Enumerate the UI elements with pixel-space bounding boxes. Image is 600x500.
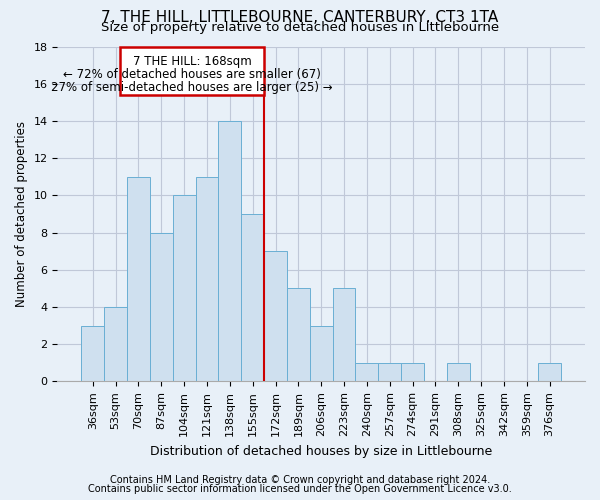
Y-axis label: Number of detached properties: Number of detached properties <box>15 121 28 307</box>
Bar <box>447 362 470 382</box>
Text: Contains HM Land Registry data © Crown copyright and database right 2024.: Contains HM Land Registry data © Crown c… <box>110 475 490 485</box>
Bar <box>196 176 218 382</box>
Bar <box>104 307 127 382</box>
Text: 7, THE HILL, LITTLEBOURNE, CANTERBURY, CT3 1TA: 7, THE HILL, LITTLEBOURNE, CANTERBURY, C… <box>101 10 499 25</box>
Bar <box>264 251 287 382</box>
Text: 27% of semi-detached houses are larger (25) →: 27% of semi-detached houses are larger (… <box>52 81 333 94</box>
Text: ← 72% of detached houses are smaller (67): ← 72% of detached houses are smaller (67… <box>63 68 321 81</box>
Bar <box>379 362 401 382</box>
Text: Contains public sector information licensed under the Open Government Licence v3: Contains public sector information licen… <box>88 484 512 494</box>
Bar <box>332 288 355 382</box>
Bar <box>173 196 196 382</box>
Bar <box>82 326 104 382</box>
X-axis label: Distribution of detached houses by size in Littlebourne: Distribution of detached houses by size … <box>150 444 493 458</box>
Bar <box>287 288 310 382</box>
Bar <box>538 362 561 382</box>
Bar <box>127 176 150 382</box>
FancyBboxPatch shape <box>120 46 264 95</box>
Text: 7 THE HILL: 168sqm: 7 THE HILL: 168sqm <box>133 55 251 68</box>
Bar <box>241 214 264 382</box>
Bar <box>355 362 379 382</box>
Bar <box>218 121 241 382</box>
Bar <box>310 326 332 382</box>
Bar <box>401 362 424 382</box>
Text: Size of property relative to detached houses in Littlebourne: Size of property relative to detached ho… <box>101 21 499 34</box>
Bar <box>150 232 173 382</box>
